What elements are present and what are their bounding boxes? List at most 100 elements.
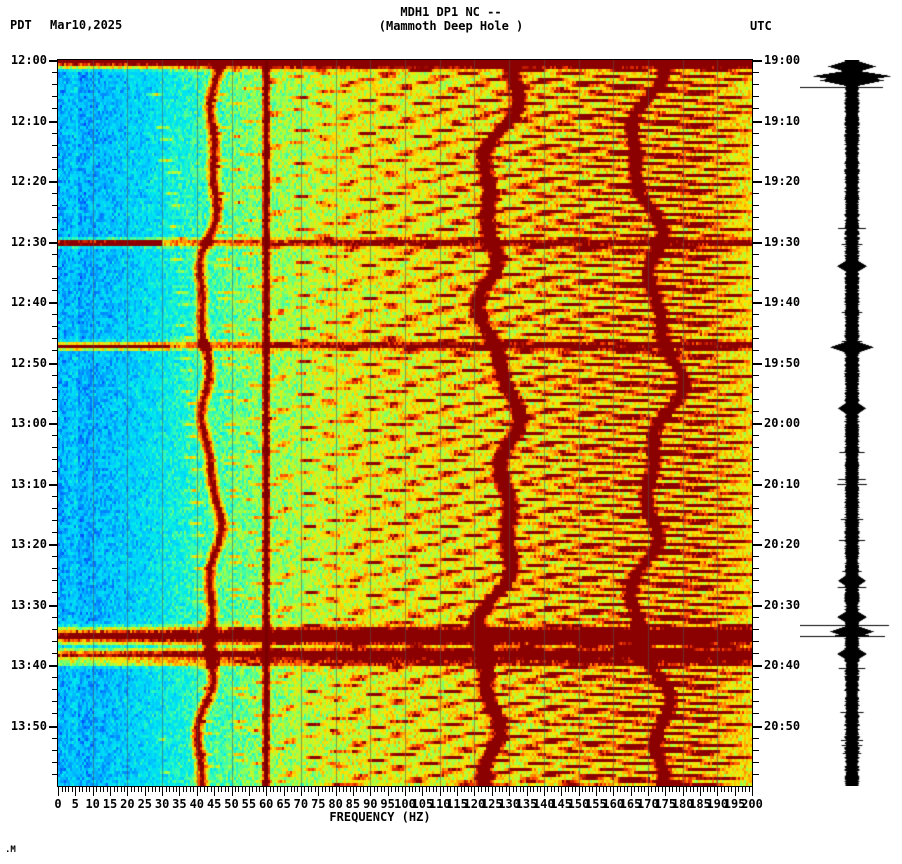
x-tick-minor — [661, 787, 663, 792]
y-tick-minor-left — [52, 133, 58, 134]
y-tick-minor-left — [52, 387, 58, 388]
y-tick-major-right — [752, 484, 762, 486]
x-tick-minor — [113, 787, 115, 792]
x-tick-minor — [325, 787, 327, 792]
y-tick-minor-right — [752, 689, 759, 690]
x-tick-major — [613, 787, 615, 796]
y-tick-minor-left — [52, 314, 58, 315]
x-tick-minor — [85, 787, 87, 792]
x-tick-minor — [165, 787, 167, 792]
x-tick-minor — [616, 787, 618, 792]
x-tick-major — [665, 787, 667, 796]
x-tick-major — [439, 787, 441, 796]
x-tick-major — [352, 787, 354, 796]
timezone-label-right: UTC — [750, 19, 772, 33]
y-tick-major-left — [49, 181, 58, 183]
y-tick-major-right — [752, 242, 762, 244]
x-tick-label: 165 — [619, 797, 642, 811]
x-tick-label: 160 — [602, 797, 625, 811]
x-tick-minor — [745, 787, 747, 792]
x-tick-minor — [176, 787, 177, 792]
y-tick-minor-right — [752, 399, 759, 400]
y-tick-minor-left — [52, 701, 58, 702]
x-tick-minor — [727, 787, 729, 792]
x-tick-minor — [89, 787, 91, 792]
x-tick-minor — [245, 787, 247, 792]
x-tick-label: 90 — [363, 797, 378, 811]
x-tick-label: 85 — [345, 797, 361, 811]
y-tick-minor-right — [752, 169, 759, 170]
x-tick-minor — [748, 787, 750, 792]
x-tick-major — [578, 787, 580, 796]
x-tick-minor — [529, 787, 531, 792]
x-tick-minor — [103, 787, 105, 792]
x-tick-major — [543, 787, 545, 796]
x-tick-minor — [82, 787, 84, 792]
y-tick-minor-right — [752, 84, 759, 85]
x-tick-minor — [276, 787, 278, 792]
y-tick-minor-right — [752, 556, 759, 557]
y-tick-label-left: 13:20 — [10, 537, 47, 551]
x-tick-minor — [741, 787, 743, 792]
y-tick-minor-left — [52, 326, 58, 327]
x-tick-minor — [568, 787, 570, 792]
x-tick-minor — [401, 787, 403, 792]
y-tick-minor-left — [52, 520, 58, 521]
x-tick-minor — [377, 787, 379, 792]
y-tick-major-right — [752, 423, 762, 425]
date-label: Mar10,2025 — [50, 18, 123, 32]
y-tick-label-left: 13:00 — [10, 416, 47, 430]
x-tick-major — [248, 787, 250, 796]
y-tick-minor-left — [52, 350, 58, 351]
x-tick-minor — [505, 787, 507, 792]
y-tick-minor-left — [52, 629, 58, 630]
x-tick-label: 100 — [394, 797, 416, 811]
x-tick-minor — [710, 787, 712, 792]
y-tick-major-right — [752, 544, 762, 546]
x-tick-major — [266, 787, 268, 796]
y-tick-minor-right — [752, 750, 759, 751]
x-tick-minor — [210, 787, 212, 792]
x-tick-minor — [606, 787, 608, 792]
x-tick-major — [387, 787, 389, 796]
x-tick-label: 195 — [723, 797, 746, 811]
y-tick-major-left — [49, 484, 58, 486]
x-tick-minor — [349, 787, 351, 792]
x-tick-minor — [623, 787, 625, 792]
x-tick-minor — [304, 787, 306, 792]
x-tick-minor — [252, 787, 254, 792]
x-tick-major — [682, 787, 684, 796]
x-tick-minor — [654, 787, 656, 792]
x-tick-minor — [484, 787, 486, 792]
y-tick-minor-left — [52, 580, 58, 581]
x-tick-minor — [224, 787, 226, 792]
spectrogram-plot[interactable] — [58, 60, 752, 786]
x-tick-label: 35 — [172, 797, 187, 811]
x-tick-minor — [488, 787, 490, 792]
x-tick-minor — [342, 787, 344, 792]
y-tick-minor-left — [52, 459, 58, 460]
x-tick-label: 185 — [689, 797, 711, 811]
x-tick-major — [422, 787, 424, 796]
y-tick-minor-right — [752, 229, 759, 230]
x-tick-minor — [151, 787, 153, 792]
x-tick-minor — [172, 787, 174, 792]
x-tick-label: 200 — [741, 797, 763, 811]
x-tick-minor — [540, 787, 542, 792]
y-tick-minor-left — [52, 689, 58, 690]
x-tick-minor — [658, 787, 660, 792]
x-tick-major — [647, 787, 649, 796]
y-tick-minor-left — [52, 738, 58, 739]
x-tick-major — [196, 787, 198, 796]
y-tick-major-left — [49, 60, 58, 62]
x-tick-minor — [207, 787, 209, 792]
y-tick-minor-left — [52, 532, 58, 533]
x-tick-label: 70 — [293, 797, 309, 811]
x-tick-minor — [425, 787, 427, 792]
y-tick-minor-right — [752, 96, 759, 97]
x-tick-minor — [363, 787, 365, 792]
corner-artifact-mark: .M — [5, 845, 16, 855]
x-tick-minor — [686, 787, 688, 792]
x-tick-minor — [696, 787, 698, 792]
x-tick-minor — [523, 787, 524, 792]
